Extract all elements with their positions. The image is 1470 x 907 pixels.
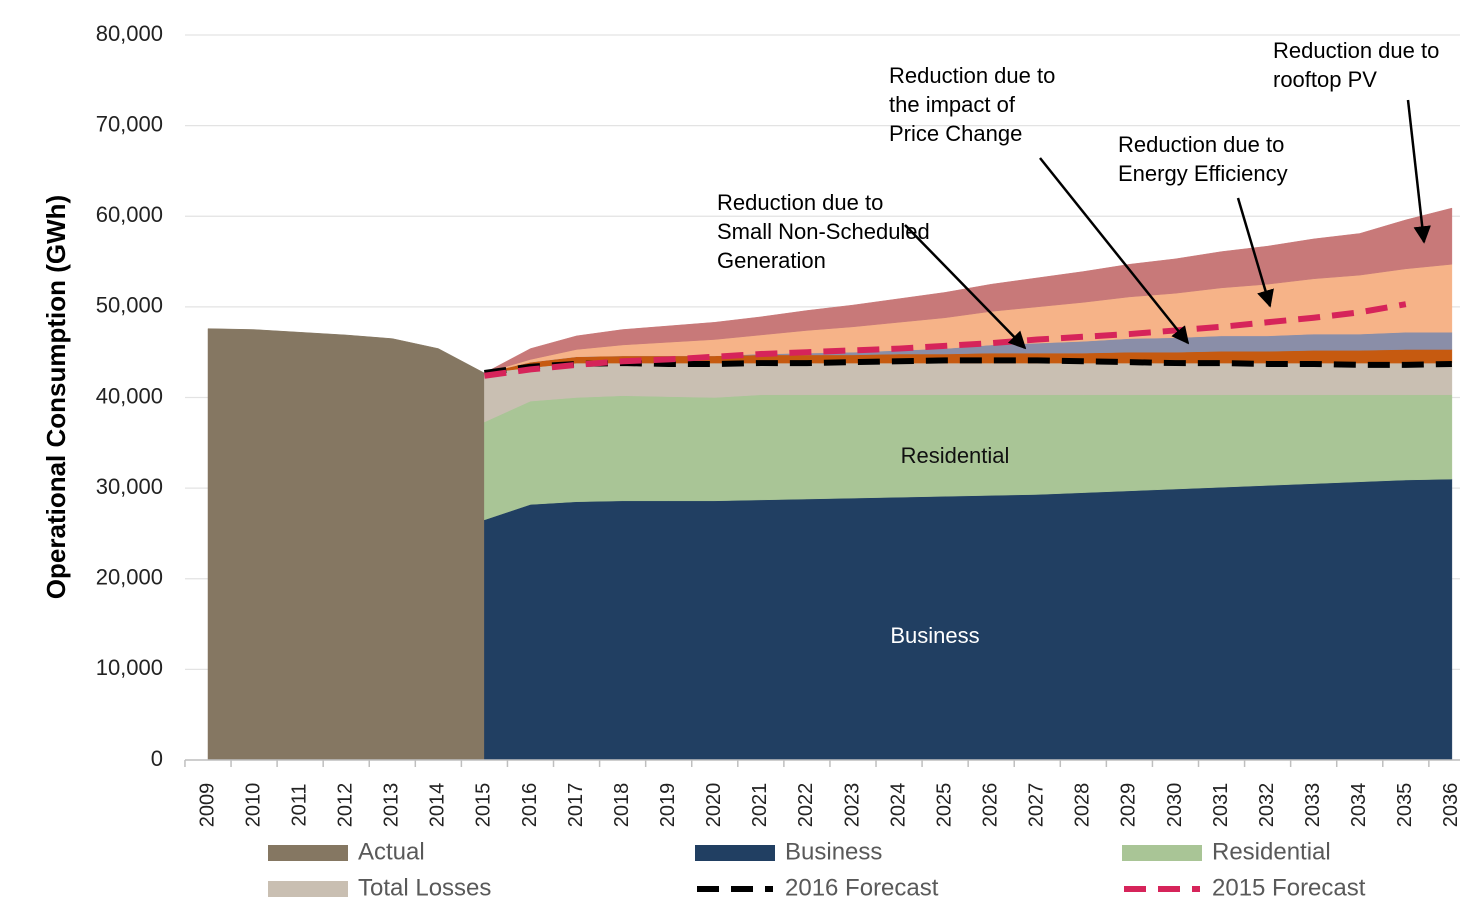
x-tick-label: 2027 [1026, 783, 1048, 828]
annotation: Reduction due to [717, 190, 883, 215]
arrows [904, 99, 1431, 350]
annotation: the impact of [889, 92, 1016, 117]
legend-swatch [695, 845, 775, 861]
legend-swatch [268, 845, 348, 861]
y-tick-label: 50,000 [96, 293, 163, 318]
legend-label: 2015 Forecast [1212, 874, 1366, 901]
x-tick-label: 2025 [933, 783, 955, 828]
x-tick-label: 2011 [288, 783, 310, 826]
x-tick-label: 2021 [749, 783, 771, 828]
x-tick-label: 2035 [1394, 783, 1416, 828]
y-tick-label: 70,000 [96, 111, 163, 136]
x-tick-label: 2023 [841, 783, 863, 828]
x-tick-label: 2010 [242, 783, 264, 828]
legend-label: 2016 Forecast [785, 874, 939, 901]
y-tick-label: 80,000 [96, 21, 163, 46]
annotation: Generation [717, 248, 826, 273]
y-tick-label: 10,000 [96, 655, 163, 680]
x-tick-label: 2009 [196, 783, 218, 828]
arrow [1406, 99, 1431, 244]
area [207, 328, 485, 761]
x-tick-label: 2036 [1440, 783, 1462, 828]
x-tick-label: 2026 [979, 783, 1001, 828]
x-tick-label: 2014 [427, 783, 449, 828]
legend-label: Business [785, 838, 882, 865]
y-tick-label: 60,000 [96, 202, 163, 227]
arrow [1039, 157, 1190, 345]
legend-swatch [268, 881, 348, 897]
legend-swatch [1122, 845, 1202, 861]
x-tick-label: 2029 [1118, 783, 1140, 828]
area-label: Business [890, 623, 979, 648]
x-tick-label: 2024 [887, 783, 909, 828]
annotation: Price Change [889, 121, 1022, 146]
legend-label: Total Losses [358, 874, 491, 901]
x-tick-label: 2031 [1210, 783, 1232, 828]
annotation: Small Non-Scheduled [717, 219, 930, 244]
x-tick-label: 2015 [473, 783, 495, 828]
annotation: Reduction due to [1273, 38, 1439, 63]
x-tick-label: 2017 [565, 783, 587, 828]
y-tick-label: 40,000 [96, 383, 163, 408]
x-tick-label: 2034 [1348, 783, 1370, 828]
x-tick-label: 2022 [795, 783, 817, 828]
x-tick-label: 2019 [657, 783, 679, 828]
x-tick-label: 2016 [519, 783, 541, 828]
y-axis-title: Operational Consumption (GWh) [41, 195, 71, 599]
x-tick-label: 2018 [611, 783, 633, 828]
legend-label: Actual [358, 838, 425, 865]
arrow [904, 224, 1027, 350]
y-tick-label: 30,000 [96, 474, 163, 499]
area [484, 478, 1453, 761]
area-label: Residential [901, 443, 1010, 468]
x-tick-label: 2032 [1256, 783, 1278, 828]
arrow [1236, 197, 1274, 308]
forecast-line [484, 301, 1407, 379]
y-tick-label: 0 [151, 746, 163, 771]
x-tick-label: 2020 [703, 783, 725, 828]
x-tick-label: 2030 [1164, 783, 1186, 828]
x-tick-label: 2028 [1072, 783, 1094, 828]
legend-label: Residential [1212, 838, 1331, 865]
y-tick-label: 20,000 [96, 565, 163, 590]
annotation: Reduction due to [889, 63, 1055, 88]
x-tick-label: 2013 [381, 783, 403, 828]
x-tick-label: 2012 [334, 783, 356, 828]
annotation: Energy Efficiency [1118, 161, 1288, 186]
annotation: rooftop PV [1273, 67, 1377, 92]
x-tick-label: 2033 [1302, 783, 1324, 828]
forecast-line [484, 357, 1452, 377]
annotation: Reduction due to [1118, 132, 1284, 157]
